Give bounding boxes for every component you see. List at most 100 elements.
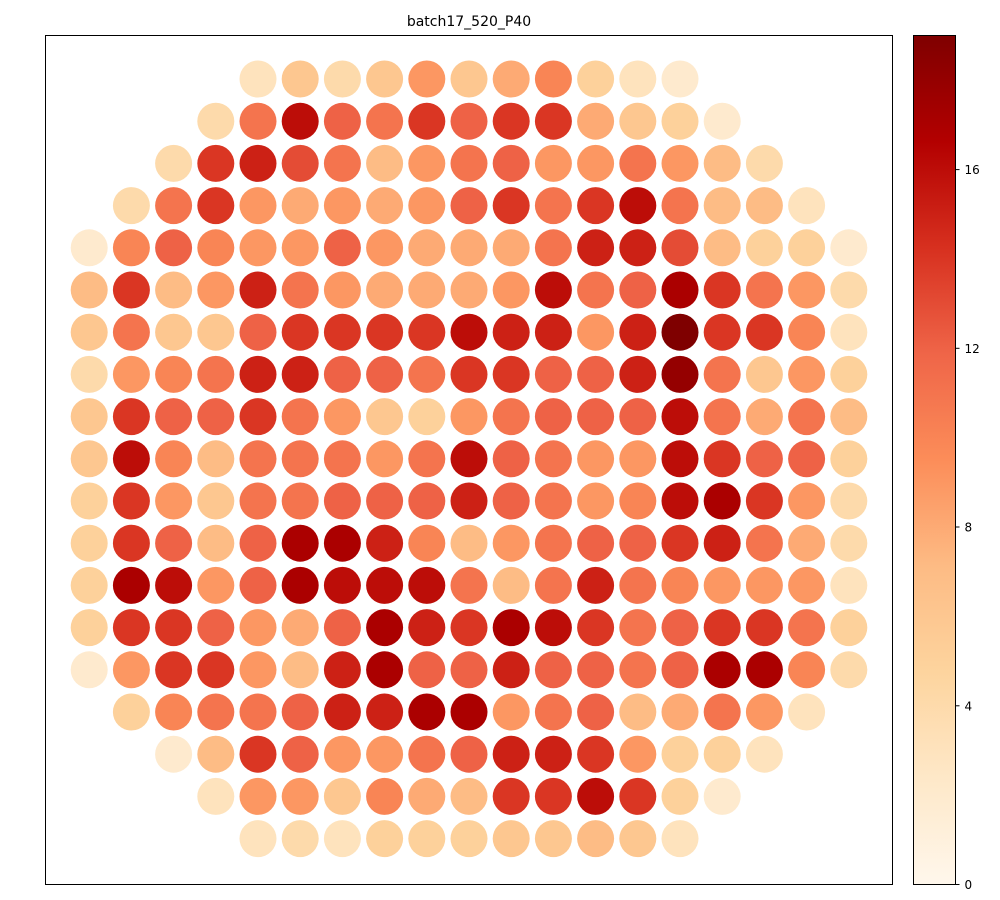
site-marker (366, 440, 404, 478)
site-marker (323, 693, 361, 731)
site-marker (450, 651, 488, 689)
site-marker (577, 355, 615, 393)
site-marker (70, 229, 108, 267)
site-marker (661, 60, 699, 98)
site-marker (323, 651, 361, 689)
site-marker (534, 524, 572, 562)
site-marker (197, 398, 235, 436)
site-marker (366, 187, 404, 225)
site-marker (323, 229, 361, 267)
site-marker (534, 313, 572, 351)
site-marker (745, 313, 783, 351)
site-marker (197, 777, 235, 815)
site-marker (155, 271, 193, 309)
site-marker (534, 187, 572, 225)
site-marker (661, 651, 699, 689)
site-marker (155, 566, 193, 604)
site-marker (619, 693, 657, 731)
site-marker (408, 60, 446, 98)
site-marker (534, 482, 572, 520)
site-marker (534, 609, 572, 647)
site-marker (366, 820, 404, 858)
site-marker (281, 735, 319, 773)
site-marker (788, 271, 826, 309)
site-marker (534, 735, 572, 773)
site-marker (577, 693, 615, 731)
site-marker (155, 144, 193, 182)
site-marker (323, 355, 361, 393)
site-marker (788, 566, 826, 604)
site-marker (830, 566, 868, 604)
site-marker (703, 144, 741, 182)
site-marker (450, 229, 488, 267)
site-marker (70, 355, 108, 393)
site-marker (534, 820, 572, 858)
site-marker (788, 229, 826, 267)
site-marker (788, 187, 826, 225)
site-marker (745, 271, 783, 309)
site-marker (492, 609, 530, 647)
site-marker (366, 102, 404, 140)
site-marker (281, 524, 319, 562)
site-marker (70, 271, 108, 309)
site-marker (70, 313, 108, 351)
site-marker (155, 693, 193, 731)
site-marker (155, 355, 193, 393)
site-marker (197, 102, 235, 140)
colorbar-tick-label: 16 (965, 163, 980, 177)
site-marker (408, 566, 446, 604)
site-marker (408, 820, 446, 858)
site-marker (577, 60, 615, 98)
site-marker (112, 482, 150, 520)
site-marker (661, 229, 699, 267)
site-marker (534, 102, 572, 140)
site-marker (745, 187, 783, 225)
site-marker (830, 229, 868, 267)
site-marker (450, 482, 488, 520)
site-marker (366, 524, 404, 562)
site-marker (577, 735, 615, 773)
site-marker (450, 777, 488, 815)
site-marker (492, 566, 530, 604)
site-marker (408, 693, 446, 731)
site-marker (366, 229, 404, 267)
site-marker (197, 355, 235, 393)
site-marker (197, 609, 235, 647)
site-marker (155, 440, 193, 478)
site-marker (366, 313, 404, 351)
site-marker (239, 144, 277, 182)
colorbar-tick-label: 0 (965, 878, 973, 892)
site-marker (830, 609, 868, 647)
site-marker (197, 524, 235, 562)
site-marker (281, 482, 319, 520)
site-marker (112, 609, 150, 647)
site-marker (619, 524, 657, 562)
site-marker (450, 60, 488, 98)
site-marker (197, 566, 235, 604)
site-marker (450, 271, 488, 309)
site-marker (703, 102, 741, 140)
site-marker (534, 229, 572, 267)
site-marker (745, 609, 783, 647)
site-marker (788, 355, 826, 393)
site-marker (492, 102, 530, 140)
site-marker (745, 398, 783, 436)
site-marker (577, 820, 615, 858)
site-marker (155, 313, 193, 351)
site-marker (703, 609, 741, 647)
site-marker (661, 187, 699, 225)
site-marker (155, 187, 193, 225)
site-marker (492, 229, 530, 267)
site-marker (323, 398, 361, 436)
site-marker (197, 271, 235, 309)
site-marker (788, 482, 826, 520)
site-marker (703, 735, 741, 773)
site-marker (323, 313, 361, 351)
site-marker (661, 440, 699, 478)
site-marker (323, 524, 361, 562)
site-marker (619, 482, 657, 520)
site-marker (281, 187, 319, 225)
site-marker (492, 651, 530, 689)
site-marker (450, 820, 488, 858)
chart-title: batch17_520_P40 (407, 14, 531, 30)
